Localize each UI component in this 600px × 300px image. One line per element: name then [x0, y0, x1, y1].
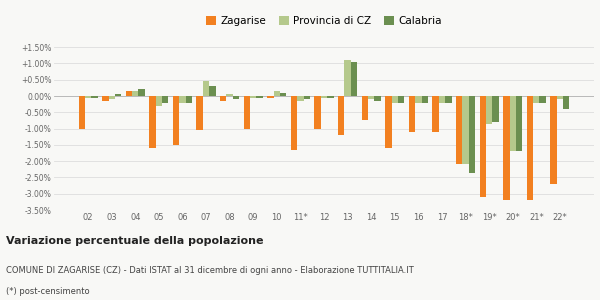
Bar — [493, 96, 499, 122]
Bar — [533, 96, 539, 103]
Text: (*) post-censimento: (*) post-censimento — [6, 287, 89, 296]
Text: COMUNE DI ZAGARISE (CZ) - Dati ISTAT al 31 dicembre di ogni anno - Elaborazione : COMUNE DI ZAGARISE (CZ) - Dati ISTAT al … — [6, 266, 414, 275]
Bar — [196, 96, 203, 130]
Bar — [422, 96, 428, 103]
Bar — [203, 81, 209, 96]
Text: Variazione percentuale della popolazione: Variazione percentuale della popolazione — [6, 236, 263, 247]
Bar — [344, 60, 351, 96]
Bar — [226, 94, 233, 96]
Bar — [139, 89, 145, 96]
Bar — [291, 96, 297, 150]
Bar — [91, 96, 98, 98]
Bar — [274, 91, 280, 96]
Bar — [179, 96, 185, 103]
Bar — [445, 96, 452, 103]
Bar — [304, 96, 310, 99]
Bar — [527, 96, 533, 200]
Bar — [244, 96, 250, 129]
Bar — [516, 96, 522, 152]
Bar — [385, 96, 392, 148]
Bar — [409, 96, 415, 132]
Bar — [469, 96, 475, 172]
Bar — [233, 96, 239, 99]
Bar — [362, 96, 368, 120]
Bar — [149, 96, 155, 148]
Bar — [539, 96, 546, 103]
Bar — [79, 96, 85, 129]
Bar — [509, 96, 516, 152]
Bar — [479, 96, 486, 197]
Bar — [173, 96, 179, 145]
Bar — [327, 96, 334, 98]
Bar — [550, 96, 557, 184]
Bar — [280, 93, 286, 96]
Bar — [185, 96, 192, 103]
Bar — [503, 96, 509, 200]
Bar — [557, 96, 563, 99]
Bar — [368, 96, 374, 99]
Bar — [267, 96, 274, 98]
Legend: Zagarise, Provincia di CZ, Calabria: Zagarise, Provincia di CZ, Calabria — [202, 12, 446, 30]
Bar — [297, 96, 304, 101]
Bar — [109, 96, 115, 99]
Bar — [256, 96, 263, 98]
Bar — [220, 96, 226, 101]
Bar — [85, 96, 91, 98]
Bar — [314, 96, 321, 129]
Bar — [321, 96, 327, 98]
Bar — [126, 91, 132, 96]
Bar — [392, 96, 398, 103]
Bar — [155, 96, 162, 106]
Bar — [351, 62, 357, 96]
Bar — [374, 96, 381, 101]
Bar — [162, 96, 169, 103]
Bar — [486, 96, 493, 124]
Bar — [132, 91, 139, 96]
Bar — [439, 96, 445, 103]
Bar — [250, 96, 256, 98]
Bar — [115, 94, 121, 96]
Bar — [563, 96, 569, 109]
Bar — [398, 96, 404, 103]
Bar — [463, 96, 469, 164]
Bar — [415, 96, 422, 103]
Bar — [209, 86, 215, 96]
Bar — [102, 96, 109, 101]
Bar — [456, 96, 463, 164]
Bar — [433, 96, 439, 132]
Bar — [338, 96, 344, 135]
